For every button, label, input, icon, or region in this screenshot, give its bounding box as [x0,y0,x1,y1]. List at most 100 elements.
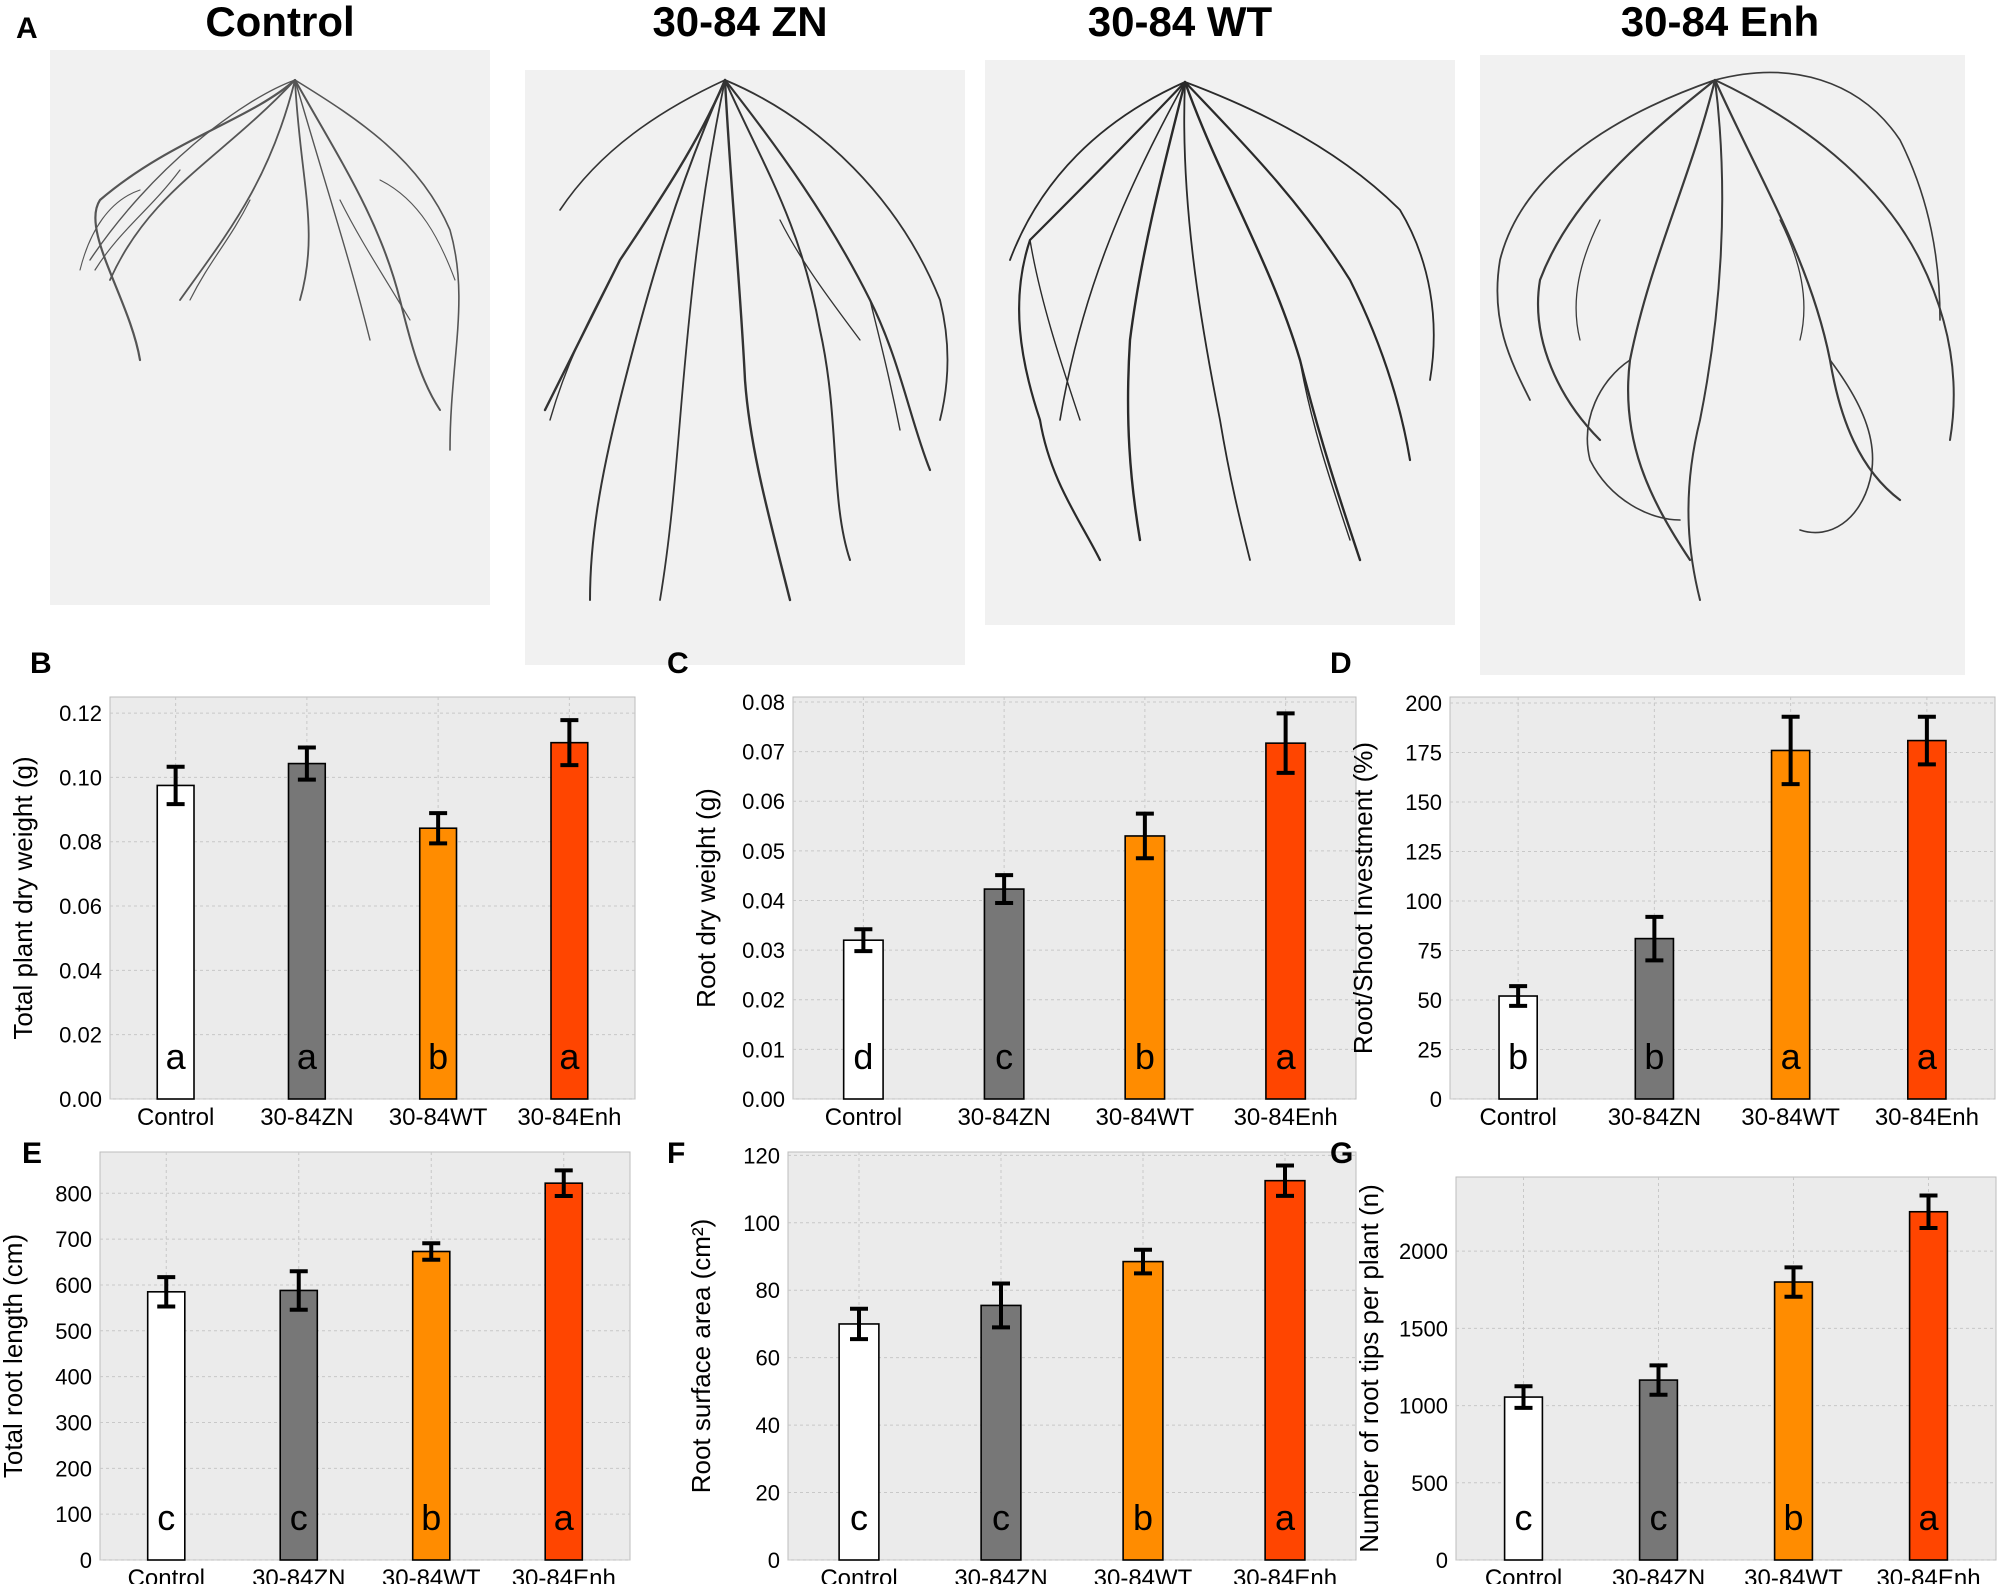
panel-letter-a: A [16,12,38,45]
x-tick-label: Control [820,1565,897,1584]
y-axis-label: Total plant dry weight (g) [8,756,38,1039]
y-axis-label: Number of root tips per plant (n) [1354,1184,1384,1553]
photo-title-30-84-wt: 30-84 WT [1088,0,1273,45]
y-tick-label: 0.06 [742,789,785,814]
bar-30-84wt [1124,835,1166,1100]
significance-letter: a [1781,1036,1802,1077]
significance-letter: c [850,1497,868,1538]
x-tick-label: Control [137,1104,214,1131]
y-tick-label: 75 [1418,938,1442,963]
significance-letter: a [554,1497,575,1538]
plot-area [787,1151,1357,1561]
y-tick-label: 0.04 [59,958,102,983]
plot-area [99,1151,631,1561]
y-tick-label: 100 [1405,889,1442,914]
root-photo-30-84-enh [1480,55,1965,675]
photo-title-30-84-zn: 30-84 ZN [652,0,827,45]
y-tick-label: 600 [55,1273,92,1298]
y-tick-label: 50 [1418,988,1442,1013]
bar-30-84enh [1908,1210,1949,1561]
bar-control [838,1323,880,1561]
y-tick-label: 500 [1411,1471,1448,1496]
significance-letter: b [1783,1497,1803,1538]
plot-area [1449,696,1996,1100]
y-tick-label: 200 [55,1456,92,1481]
bar-control [156,784,195,1100]
significance-letter: a [297,1036,318,1077]
y-tick-label: 800 [55,1181,92,1206]
photo-title-control: Control [205,0,354,45]
x-tick-label: 30-84Enh [1233,1565,1337,1584]
y-tick-label: 120 [743,1143,780,1168]
y-tick-label: 0.02 [59,1023,102,1048]
y-tick-label: 125 [1405,839,1442,864]
x-tick-label: 30-84WT [1744,1565,1843,1584]
y-tick-label: 0.08 [742,690,785,715]
bar-30-84enh [1265,742,1307,1100]
bar-30-84zn [1638,1379,1679,1561]
y-tick-label: 0 [80,1548,92,1573]
x-tick-label: 30-84ZN [957,1104,1050,1131]
bar-30-84enh [1264,1179,1306,1561]
y-tick-label: 0.00 [742,1087,785,1112]
significance-letter: c [1650,1497,1668,1538]
y-tick-label: 0.04 [742,888,785,913]
plot-area [1455,1176,1997,1561]
x-tick-label: 30-84Enh [1876,1565,1980,1584]
x-tick-label: 30-84WT [1094,1565,1193,1584]
y-tick-label: 150 [1405,790,1442,815]
panel-f-root-surface-area: F 0 20 40 60 80 100 120 Root surface area (cm²) c… [667,1137,1357,1584]
x-tick-label: 30-84ZN [260,1104,353,1131]
y-axis-label: Root dry weight (g) [691,788,721,1008]
y-tick-label: 175 [1405,740,1442,765]
significance-letter: c [1515,1497,1533,1538]
x-tick-label: Control [128,1565,205,1584]
y-tick-label: 1500 [1399,1316,1448,1341]
y-tick-label: 60 [756,1346,780,1371]
bar-30-84wt [1770,749,1811,1100]
x-tick-label: 30-84WT [1741,1104,1840,1131]
panel-e-total-root-length: E 0 100 200 300 400 500 600 700 800 Total root len… [0,1137,631,1584]
x-tick-label: 30-84Enh [512,1565,616,1584]
y-tick-label: 0 [768,1548,780,1573]
y-axis-label: Root surface area (cm²) [686,1219,716,1494]
y-tick-label: 2000 [1399,1239,1448,1264]
x-tick-label: 30-84WT [382,1565,481,1584]
significance-letter: b [1508,1036,1528,1077]
bar-30-84wt [1773,1281,1814,1561]
plot-area [109,696,636,1100]
x-tick-label: 30-84ZN [954,1565,1047,1584]
y-tick-label: 300 [55,1410,92,1435]
panel-letter-d: D [1330,647,1352,680]
bar-30-84wt [418,827,458,1100]
root-photo-30-84-wt [985,60,1455,625]
bar-30-84zn [1634,937,1675,1100]
x-tick-label: 30-84Enh [1875,1104,1979,1131]
root-photo-30-84-zn [525,70,965,665]
y-tick-label: 1000 [1399,1394,1448,1419]
bar-control [1503,1396,1544,1561]
panel-a-root-photos: A Control 30-84 ZN 30-84 WT 30-84 Enh [16,0,1965,675]
y-tick-label: 0 [1430,1087,1442,1112]
significance-letter: a [1276,1036,1297,1077]
panel-letter-e: E [22,1137,42,1170]
y-tick-label: 25 [1418,1037,1442,1062]
x-tick-label: Control [1485,1565,1562,1584]
bar-30-84zn [287,762,327,1100]
significance-letter: b [428,1036,448,1077]
bar-30-84enh [1907,739,1947,1100]
panel-g-root-tips-per-plant: G 0 500 1000 1500 2000 Number of root tips per… [1330,1137,1997,1584]
panel-letter-f: F [667,1137,685,1170]
bar-30-84wt [1122,1260,1164,1561]
y-tick-label: 0.10 [59,765,102,790]
significance-letter: a [1917,1036,1938,1077]
panel-c-root-dry-weight: C 0.00 0.01 0.02 0.03 0.04 0.05 0.06 0.07 0.08 Roo… [667,647,1357,1131]
y-axis-label: Root/Shoot Investment (%) [1348,742,1378,1054]
x-tick-label: 30-84Enh [1234,1104,1338,1131]
panel-letter-g: G [1330,1137,1353,1170]
y-tick-label: 0.05 [742,839,785,864]
plot-area [792,696,1357,1100]
y-tick-label: 500 [55,1319,92,1344]
significance-letter: b [1644,1036,1664,1077]
bar-30-84zn [983,888,1025,1100]
